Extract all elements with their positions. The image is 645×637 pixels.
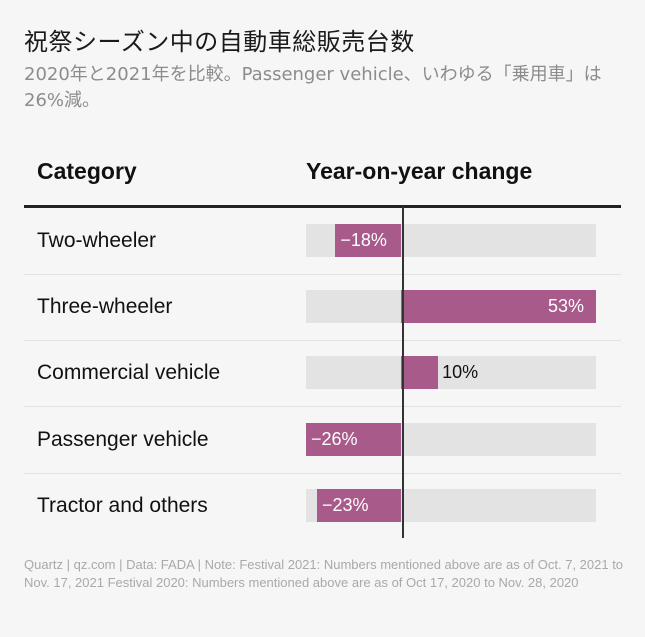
value-label: 53% bbox=[548, 296, 585, 317]
bar bbox=[335, 224, 402, 257]
category-label: Three-wheeler bbox=[37, 295, 173, 319]
table-row: Passenger vehicle −26% bbox=[24, 407, 621, 474]
chart-subtitle: 2020年と2021年を比較。Passenger vehicle、いわゆる「乗用… bbox=[24, 64, 602, 111]
bar bbox=[306, 422, 402, 456]
category-label: Tractor and others bbox=[37, 493, 208, 517]
source-note: Quartz | qz.com | Data: FADA | Note: Fes… bbox=[24, 557, 624, 590]
bar bbox=[401, 290, 596, 324]
zero-axis-line bbox=[402, 207, 404, 538]
value-label: −26% bbox=[311, 428, 358, 449]
header-category: Category bbox=[37, 158, 137, 184]
category-label: Commercial vehicle bbox=[37, 361, 221, 385]
category-label: Passenger vehicle bbox=[37, 427, 209, 451]
table-row: Tractor and others −23% bbox=[24, 473, 621, 539]
value-label: −18% bbox=[340, 230, 387, 250]
chart-title: 祝祭シーズン中の自動車総販売台数 bbox=[24, 28, 415, 56]
table-row: Two-wheeler −18% bbox=[24, 208, 621, 275]
header-rule bbox=[24, 205, 621, 208]
category-label: Two-wheeler bbox=[37, 229, 157, 252]
header-yoy-change: Year-on-year change bbox=[306, 158, 533, 184]
value-label: −23% bbox=[322, 494, 369, 515]
value-label: 10% bbox=[442, 362, 479, 383]
bar-track bbox=[306, 356, 596, 390]
table-row: Commercial vehicle 10% bbox=[24, 340, 621, 408]
bar bbox=[317, 488, 402, 522]
table-row: Three-wheeler 53% bbox=[24, 274, 621, 342]
bar bbox=[401, 356, 439, 390]
